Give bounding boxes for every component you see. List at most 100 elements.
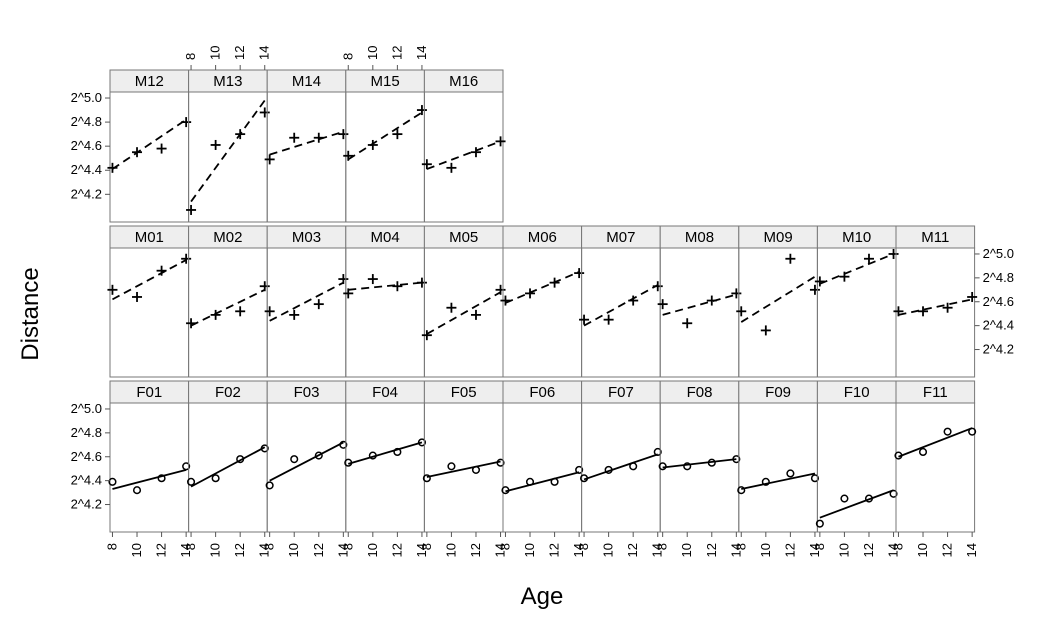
strip-label: F07	[608, 384, 634, 401]
panel-frame	[423, 402, 504, 533]
data-point-plus	[888, 248, 899, 259]
x-tick-label: 8	[733, 543, 748, 550]
data-point-circle	[132, 486, 142, 495]
fit-line	[505, 471, 580, 493]
x-tick-label: 14	[728, 543, 743, 557]
data-point-circle	[786, 469, 795, 478]
panel-m15: M15 8 10 12 14	[340, 46, 429, 223]
fit-line	[269, 441, 344, 482]
data-point-plus	[338, 129, 349, 140]
fit-line	[740, 275, 816, 323]
x-tick-label: 8	[183, 53, 198, 60]
data-point-circle	[550, 477, 559, 486]
panel-frame	[266, 91, 347, 223]
panel-f09: F09 8 10 12 14	[733, 380, 822, 557]
panel-f08: F08 8 10 12 14	[655, 380, 743, 557]
x-tick-label: 10	[915, 543, 930, 557]
x-tick-label: 12	[940, 543, 955, 557]
y-tick-label: 2^4.4	[71, 473, 102, 488]
fit-line	[269, 130, 344, 156]
fit-line	[662, 458, 737, 469]
data-point-plus	[495, 136, 506, 147]
panel-frame	[895, 247, 976, 378]
y-tick-label: 2^5.0	[71, 90, 102, 105]
x-tick-label: 10	[208, 543, 223, 557]
panel-f05: F05 8 10 12 14	[419, 380, 508, 557]
x-tick-label: 10	[522, 543, 537, 557]
y-axis-title: Distance	[17, 267, 44, 360]
x-tick-label: 8	[262, 543, 277, 550]
data-point-plus	[132, 147, 143, 158]
x-tick-label: 14	[650, 543, 665, 557]
data-point-circle	[683, 462, 692, 471]
x-tick-label: 12	[704, 543, 719, 557]
x-tick-label: 12	[782, 543, 797, 557]
strip-label: M07	[606, 229, 635, 246]
panel-f03: F03 8 10 12 14	[262, 380, 350, 557]
y-tick-label: 2^5.0	[983, 246, 1014, 261]
data-point-circle	[943, 427, 952, 436]
data-point-plus	[421, 159, 432, 170]
fit-line	[898, 427, 973, 458]
fit-line	[348, 281, 423, 291]
data-point-circle	[417, 438, 426, 447]
data-point-plus	[525, 288, 536, 299]
panel-frame	[266, 247, 347, 378]
x-tick-label: 8	[576, 543, 591, 550]
data-point-plus	[156, 265, 167, 276]
data-point-plus	[289, 132, 300, 143]
data-point-circle	[368, 451, 377, 460]
strip-label: M12	[135, 73, 164, 90]
data-point-plus	[107, 162, 118, 173]
data-point-circle	[604, 465, 613, 474]
data-point-plus	[156, 143, 167, 154]
x-tick-label: 12	[154, 543, 169, 557]
strip-label: M05	[449, 229, 478, 246]
strip-label: M16	[449, 73, 478, 90]
panel-frame	[738, 247, 818, 378]
y-tick-label: 2^4.6	[71, 449, 102, 464]
fit-line	[190, 99, 266, 203]
data-point-plus	[863, 253, 874, 264]
data-point-plus	[967, 291, 978, 302]
panel-m09: M09	[736, 225, 820, 378]
y-tick-label: 2^4.4	[983, 318, 1014, 333]
panel-frame	[659, 402, 740, 533]
panel-frame	[895, 402, 976, 533]
data-point-circle	[265, 481, 274, 490]
x-tick-label: 14	[886, 543, 901, 557]
panel-frame	[345, 402, 425, 533]
data-point-circle	[108, 477, 117, 486]
strip-label: M06	[528, 229, 557, 246]
y-tick-label: 2^4.8	[983, 270, 1014, 285]
data-point-circle	[918, 447, 928, 457]
data-point-plus	[181, 117, 192, 128]
data-point-circle	[840, 494, 849, 503]
x-axis-title: Age	[521, 583, 564, 610]
data-point-plus	[235, 306, 246, 317]
fit-line	[898, 298, 973, 316]
y-tick-label: 2^4.4	[71, 162, 102, 177]
y-tick-label: 2^4.8	[71, 425, 102, 440]
data-point-plus	[210, 139, 221, 150]
x-tick-label: 8	[812, 543, 827, 550]
data-point-plus	[893, 306, 904, 317]
data-point-circle	[501, 486, 510, 495]
data-point-plus	[736, 306, 747, 317]
x-tick-label: 12	[389, 543, 404, 557]
x-tick-label: 14	[493, 543, 508, 557]
x-tick-label: 14	[178, 543, 193, 557]
panel-m14: M14	[264, 69, 349, 223]
data-point-circle	[889, 489, 898, 498]
strip-label: F08	[687, 384, 713, 401]
strip-label: M01	[135, 229, 164, 246]
data-point-plus	[416, 105, 427, 116]
x-tick-label: 10	[208, 46, 223, 60]
data-point-plus	[731, 288, 742, 299]
panel-frame	[738, 402, 818, 533]
data-point-circle	[314, 451, 323, 460]
fit-line	[583, 284, 659, 327]
panel-f01: F01 8 10 12 14	[104, 380, 193, 557]
panel-frame	[109, 247, 190, 378]
